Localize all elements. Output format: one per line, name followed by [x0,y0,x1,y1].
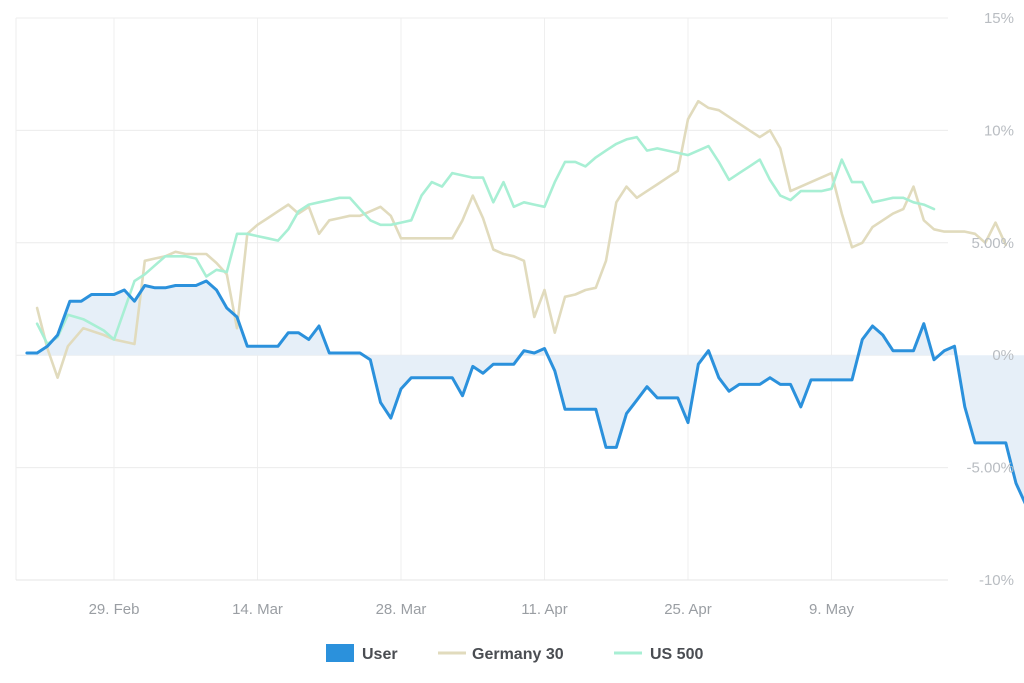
x-tick-label-14-mar: 14. Mar [232,601,283,618]
series-line-user [25,279,1024,505]
legend-item-user[interactable]: User [326,644,398,663]
x-tick-label-9-may: 9. May [809,601,855,618]
y-tick-label-15: 15% [984,10,1014,27]
x-tick-label-25-apr: 25. Apr [664,601,712,618]
legend-label-germany-30: Germany 30 [472,646,564,663]
y-tick-label-10: -10% [979,572,1014,589]
series-line-germany-30 [35,99,1008,379]
legend-item-us-500[interactable]: US 500 [614,646,703,663]
legend-label-user: User [362,646,398,663]
y-tick-label-10: 10% [984,122,1014,139]
y-tick-label-0: 0% [992,347,1014,364]
user-area [26,281,1024,501]
vertical-grid-lines [113,18,832,580]
x-axis-tick-labels: 29. Feb 14. Mar 28. Mar 11. Apr 25. Apr 9. Ma… [89,601,855,618]
legend: User Germany 30 US 500 [326,644,703,663]
legend-label-us-500: US 500 [650,646,703,663]
x-tick-label-28-mar: 28. Mar [376,601,427,618]
user-area-fill [26,281,1024,501]
y-axis-tick-labels: 15% 10% 5.00% 0% -5.00% -10% [966,10,1014,589]
y-tick-label-5-00: -5.00% [966,460,1014,477]
legend-swatch-user [326,644,354,662]
x-tick-label-11-apr: 11. Apr [521,601,567,618]
x-tick-label-29-feb: 29. Feb [89,601,140,618]
series-lines [25,99,1024,505]
horizontal-grid-lines [16,17,948,469]
legend-item-germany-30[interactable]: Germany 30 [438,646,564,663]
series-line-us-500 [35,135,936,346]
y-tick-label-5-00: 5.00% [971,235,1014,252]
